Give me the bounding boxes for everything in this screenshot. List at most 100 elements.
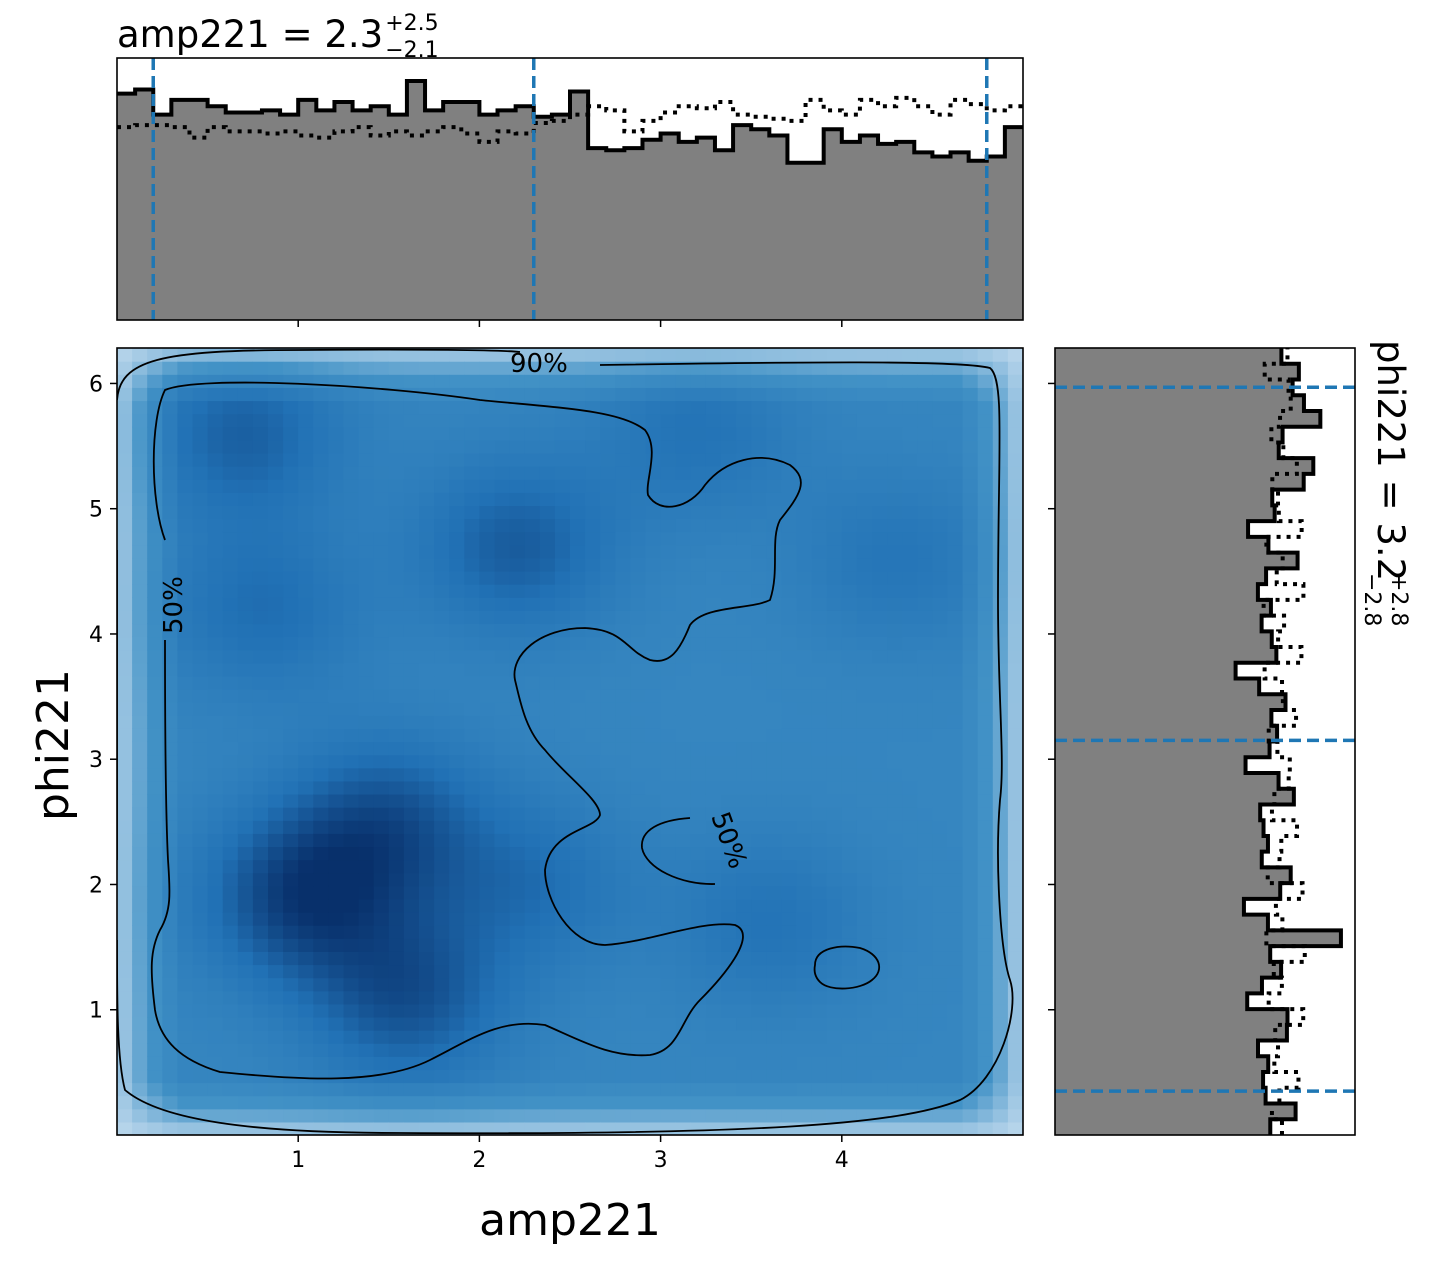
- heat-cell: [419, 1108, 435, 1123]
- heat-cell: [328, 597, 345, 611]
- heat-cell: [328, 531, 345, 546]
- heat-cell: [283, 938, 299, 952]
- heat-cell: [660, 1030, 677, 1044]
- heat-cell: [162, 689, 178, 703]
- heat-cell: [343, 938, 360, 952]
- heat-cell: [721, 1069, 737, 1084]
- heat-cell: [283, 689, 299, 703]
- heat-cell: [222, 833, 239, 848]
- heat-cell: [494, 400, 511, 415]
- heat-cell: [841, 872, 858, 887]
- heat-cell: [630, 715, 647, 729]
- heat-cell: [403, 1108, 420, 1123]
- heat-cell: [237, 990, 254, 1005]
- heat-cell: [675, 1108, 692, 1123]
- heat-cell: [464, 426, 480, 441]
- heat-cell: [132, 1030, 148, 1044]
- heat-cell: [932, 702, 949, 716]
- heat-cell: [403, 846, 420, 861]
- heat-cell: [509, 793, 526, 808]
- heat-cell: [917, 715, 933, 729]
- heat-cell: [298, 846, 314, 861]
- heat-cell: [570, 951, 586, 966]
- main-xtick-label-1: 2: [472, 1148, 486, 1173]
- heat-cell: [675, 912, 692, 926]
- heat-cell: [283, 951, 299, 966]
- heat-cell: [600, 649, 616, 664]
- heat-cell: [751, 1043, 767, 1057]
- heat-cell: [132, 1003, 148, 1018]
- heat-cell: [721, 348, 737, 362]
- heat-cell: [403, 1030, 420, 1044]
- heat-cell: [977, 938, 994, 952]
- heat-cell: [283, 662, 299, 677]
- heat-cell: [872, 846, 888, 861]
- heat-cell: [403, 439, 420, 454]
- heat-cell: [464, 610, 480, 625]
- heat-cell: [373, 400, 390, 415]
- heat-cell: [554, 728, 571, 743]
- heat-cell: [509, 846, 526, 861]
- heat-cell: [796, 610, 813, 625]
- heat-cell: [252, 1095, 269, 1110]
- heat-cell: [147, 833, 163, 848]
- heat-cell: [479, 544, 496, 559]
- heat-cell: [947, 492, 964, 506]
- heat-cell: [132, 767, 148, 782]
- heat-cell: [388, 741, 405, 756]
- heat-cell: [841, 584, 858, 598]
- heat-cell: [796, 898, 813, 913]
- heat-cell: [252, 820, 269, 834]
- heat-cell: [872, 531, 888, 546]
- heat-cell: [554, 715, 571, 729]
- heat-cell: [600, 348, 616, 362]
- heat-cell: [419, 715, 435, 729]
- heat-cell: [449, 741, 465, 756]
- heat-cell: [283, 426, 299, 441]
- heat-cell: [147, 807, 163, 821]
- contour-90: [117, 348, 1014, 1135]
- heat-cell: [826, 544, 843, 559]
- heat-cell: [494, 413, 511, 428]
- heat-cell: [962, 649, 979, 664]
- heat-cell: [766, 531, 782, 546]
- heat-cell: [811, 570, 828, 585]
- heat-cell: [358, 1121, 375, 1135]
- heat-cell: [751, 689, 767, 703]
- heat-cell: [887, 400, 903, 415]
- heat-cell: [343, 689, 360, 703]
- heat-cell: [872, 1016, 888, 1031]
- heat-cell: [766, 479, 782, 493]
- heat-cell: [207, 872, 224, 887]
- heat-cell: [902, 885, 918, 900]
- heat-cell: [751, 1003, 767, 1018]
- heat-cell: [494, 636, 511, 651]
- heat-cell: [856, 597, 873, 611]
- heat-cell: [539, 741, 556, 756]
- heat-cell: [268, 570, 284, 585]
- heat-cell: [373, 767, 390, 782]
- heat-cell: [177, 584, 194, 598]
- heat-cell: [947, 1030, 964, 1044]
- heat-cell: [192, 1082, 209, 1097]
- heat-cell: [947, 1043, 964, 1057]
- heat-cell: [132, 531, 148, 546]
- heat-cell: [856, 426, 873, 441]
- heat-cell: [403, 964, 420, 979]
- heat-cell: [796, 846, 813, 861]
- heat-cell: [736, 951, 752, 966]
- heat-cell: [796, 387, 813, 402]
- heat-cell: [237, 518, 254, 533]
- heat-cell: [751, 584, 767, 598]
- heat-cell: [147, 898, 163, 913]
- heat-cell: [298, 885, 314, 900]
- heat-cell: [419, 689, 435, 703]
- heat-cell: [721, 544, 737, 559]
- heat-cell: [343, 623, 360, 638]
- heat-cell: [554, 452, 571, 467]
- heat-cell: [464, 951, 480, 966]
- heat-cell: [841, 413, 858, 428]
- heat-cell: [464, 728, 480, 743]
- heat-cell: [449, 964, 465, 979]
